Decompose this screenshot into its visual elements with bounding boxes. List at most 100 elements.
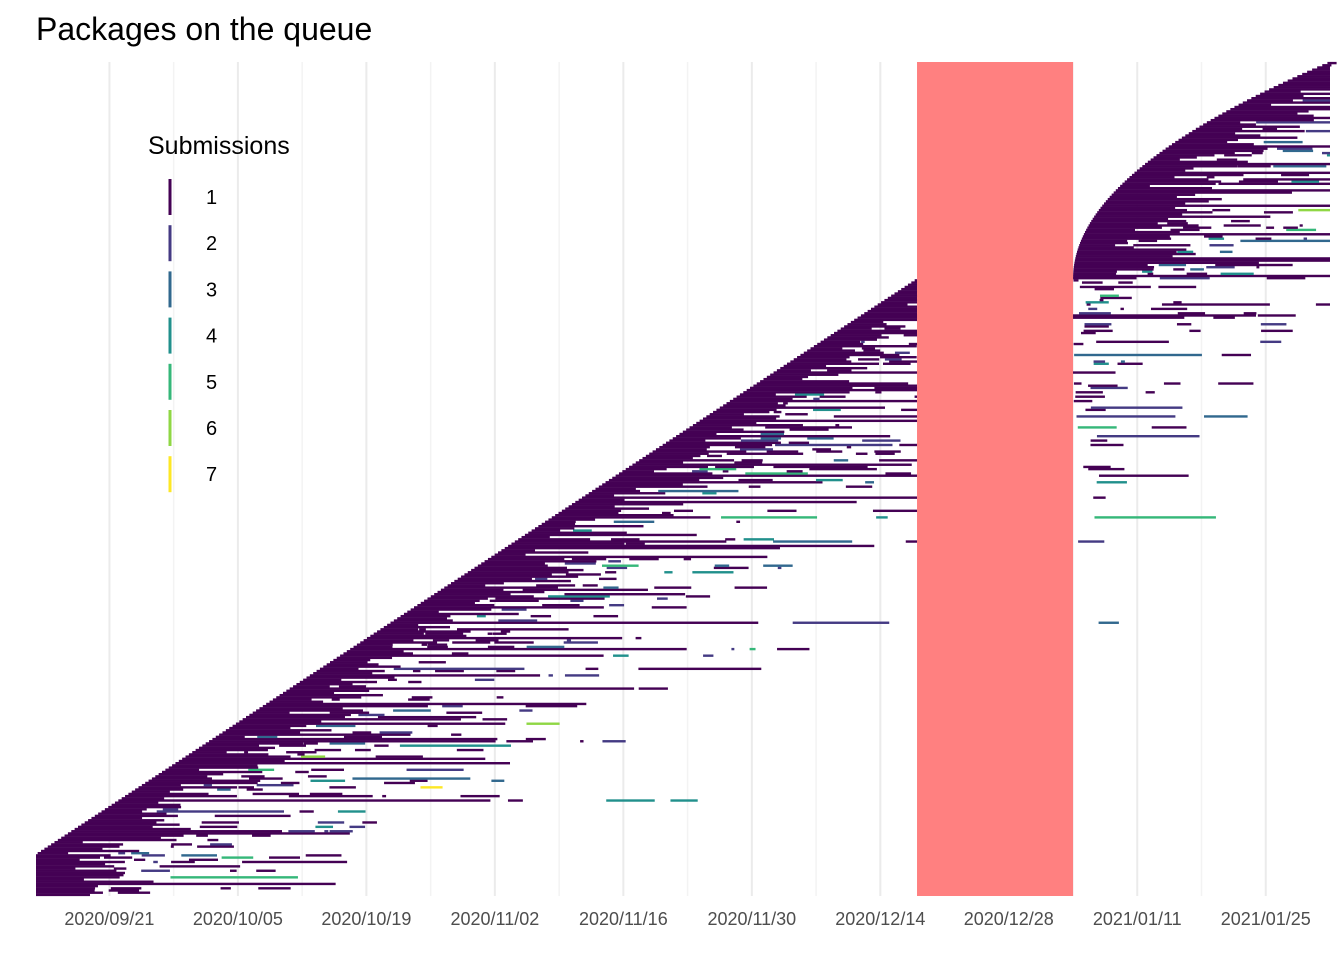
queue-segment <box>1183 226 1212 229</box>
queue-segment <box>61 836 161 840</box>
queue-segment <box>297 753 305 756</box>
queue-segment <box>74 827 191 831</box>
queue-segment <box>111 803 181 807</box>
queue-segment <box>1094 516 1216 519</box>
queue-segment <box>388 678 397 682</box>
queue-segment <box>793 358 847 361</box>
queue-segment <box>789 428 829 431</box>
queue-segment <box>326 663 379 666</box>
queue-segment <box>210 843 232 846</box>
queue-segment <box>1177 312 1206 315</box>
queue-segment <box>440 588 504 592</box>
queue-segment <box>1073 274 1330 278</box>
queue-segment <box>286 751 317 754</box>
queue-segment <box>412 669 421 673</box>
queue-segment <box>731 647 735 651</box>
queue-segment <box>813 345 917 348</box>
queue-segment <box>692 470 708 473</box>
queue-segment <box>511 542 625 545</box>
queue-segment <box>1077 426 1117 429</box>
queue-segment <box>598 577 617 581</box>
queue-segment <box>734 445 766 449</box>
queue-segment <box>760 437 782 440</box>
queue-segment <box>239 720 322 723</box>
queue-segment <box>1076 252 1196 256</box>
queue-segment <box>1115 189 1330 192</box>
queue-segment <box>872 509 930 513</box>
queue-segment <box>1084 230 1180 234</box>
queue-segment <box>827 369 852 372</box>
queue-segment <box>300 755 326 758</box>
queue-segment <box>603 586 619 589</box>
queue-segment <box>833 459 849 462</box>
queue-segment <box>1142 165 1238 168</box>
queue-segment <box>1120 360 1125 363</box>
queue-segment <box>36 869 117 872</box>
queue-segment <box>410 608 492 611</box>
queue-segment <box>399 744 511 747</box>
queue-segment <box>1218 114 1314 117</box>
queue-segment <box>1302 99 1330 102</box>
queue-segment <box>850 320 884 324</box>
queue-segment <box>1212 208 1231 212</box>
queue-segment <box>475 639 499 642</box>
queue-segment <box>749 647 756 651</box>
queue-segment <box>343 652 413 655</box>
queue-segment <box>103 856 133 859</box>
queue-segment <box>1189 329 1201 333</box>
queue-segment <box>409 779 428 782</box>
queue-segment <box>514 540 727 543</box>
queue-segment <box>374 744 389 747</box>
queue-segment <box>373 632 424 635</box>
queue-segment <box>792 621 890 624</box>
queue-segment <box>555 514 674 517</box>
queue-segment <box>329 830 353 833</box>
queue-segment <box>1256 121 1330 124</box>
queue-segment <box>593 614 619 618</box>
queue-segment <box>1078 540 1105 543</box>
queue-segment <box>1087 226 1162 229</box>
queue-segment <box>456 628 569 631</box>
queue-segment <box>702 417 777 420</box>
queue-segment <box>1094 287 1115 291</box>
queue-segment <box>36 860 125 864</box>
queue-segment <box>1317 66 1330 69</box>
queue-segment <box>1260 340 1282 344</box>
queue-segment <box>1158 263 1187 267</box>
queue-segment <box>1093 362 1109 365</box>
queue-segment <box>1163 382 1181 385</box>
queue-segment <box>1151 426 1187 429</box>
queue-segment <box>1075 255 1173 258</box>
queue-segment <box>1124 180 1222 183</box>
queue-segment <box>1097 211 1213 214</box>
queue-segment <box>844 325 906 328</box>
queue-segment <box>36 862 106 866</box>
queue-segment <box>1204 235 1223 238</box>
queue-segment <box>813 408 841 412</box>
queue-segment <box>734 586 768 589</box>
queue-segment <box>380 628 419 631</box>
queue-segment <box>506 740 534 743</box>
queue-segment <box>229 726 291 730</box>
queue-segment <box>670 799 698 802</box>
legend-label: 7 <box>206 464 217 486</box>
queue-segment <box>447 584 486 587</box>
queue-segment <box>585 667 599 671</box>
queue-segment <box>564 674 600 677</box>
queue-segment <box>1096 435 1200 438</box>
queue-segment <box>288 830 315 833</box>
queue-segment <box>118 852 126 855</box>
queue-segment <box>451 652 469 655</box>
queue-segment <box>753 384 918 387</box>
queue-segment <box>446 711 483 714</box>
queue-segment <box>71 830 283 833</box>
queue-segment <box>350 647 687 651</box>
queue-segment <box>725 538 736 541</box>
queue-segment <box>874 305 918 308</box>
queue-segment <box>156 810 284 813</box>
queue-segment <box>1095 213 1183 216</box>
queue-segment <box>743 538 774 541</box>
queue-segment <box>296 683 353 686</box>
legend-label: 6 <box>206 418 217 440</box>
queue-segment <box>1277 147 1313 150</box>
